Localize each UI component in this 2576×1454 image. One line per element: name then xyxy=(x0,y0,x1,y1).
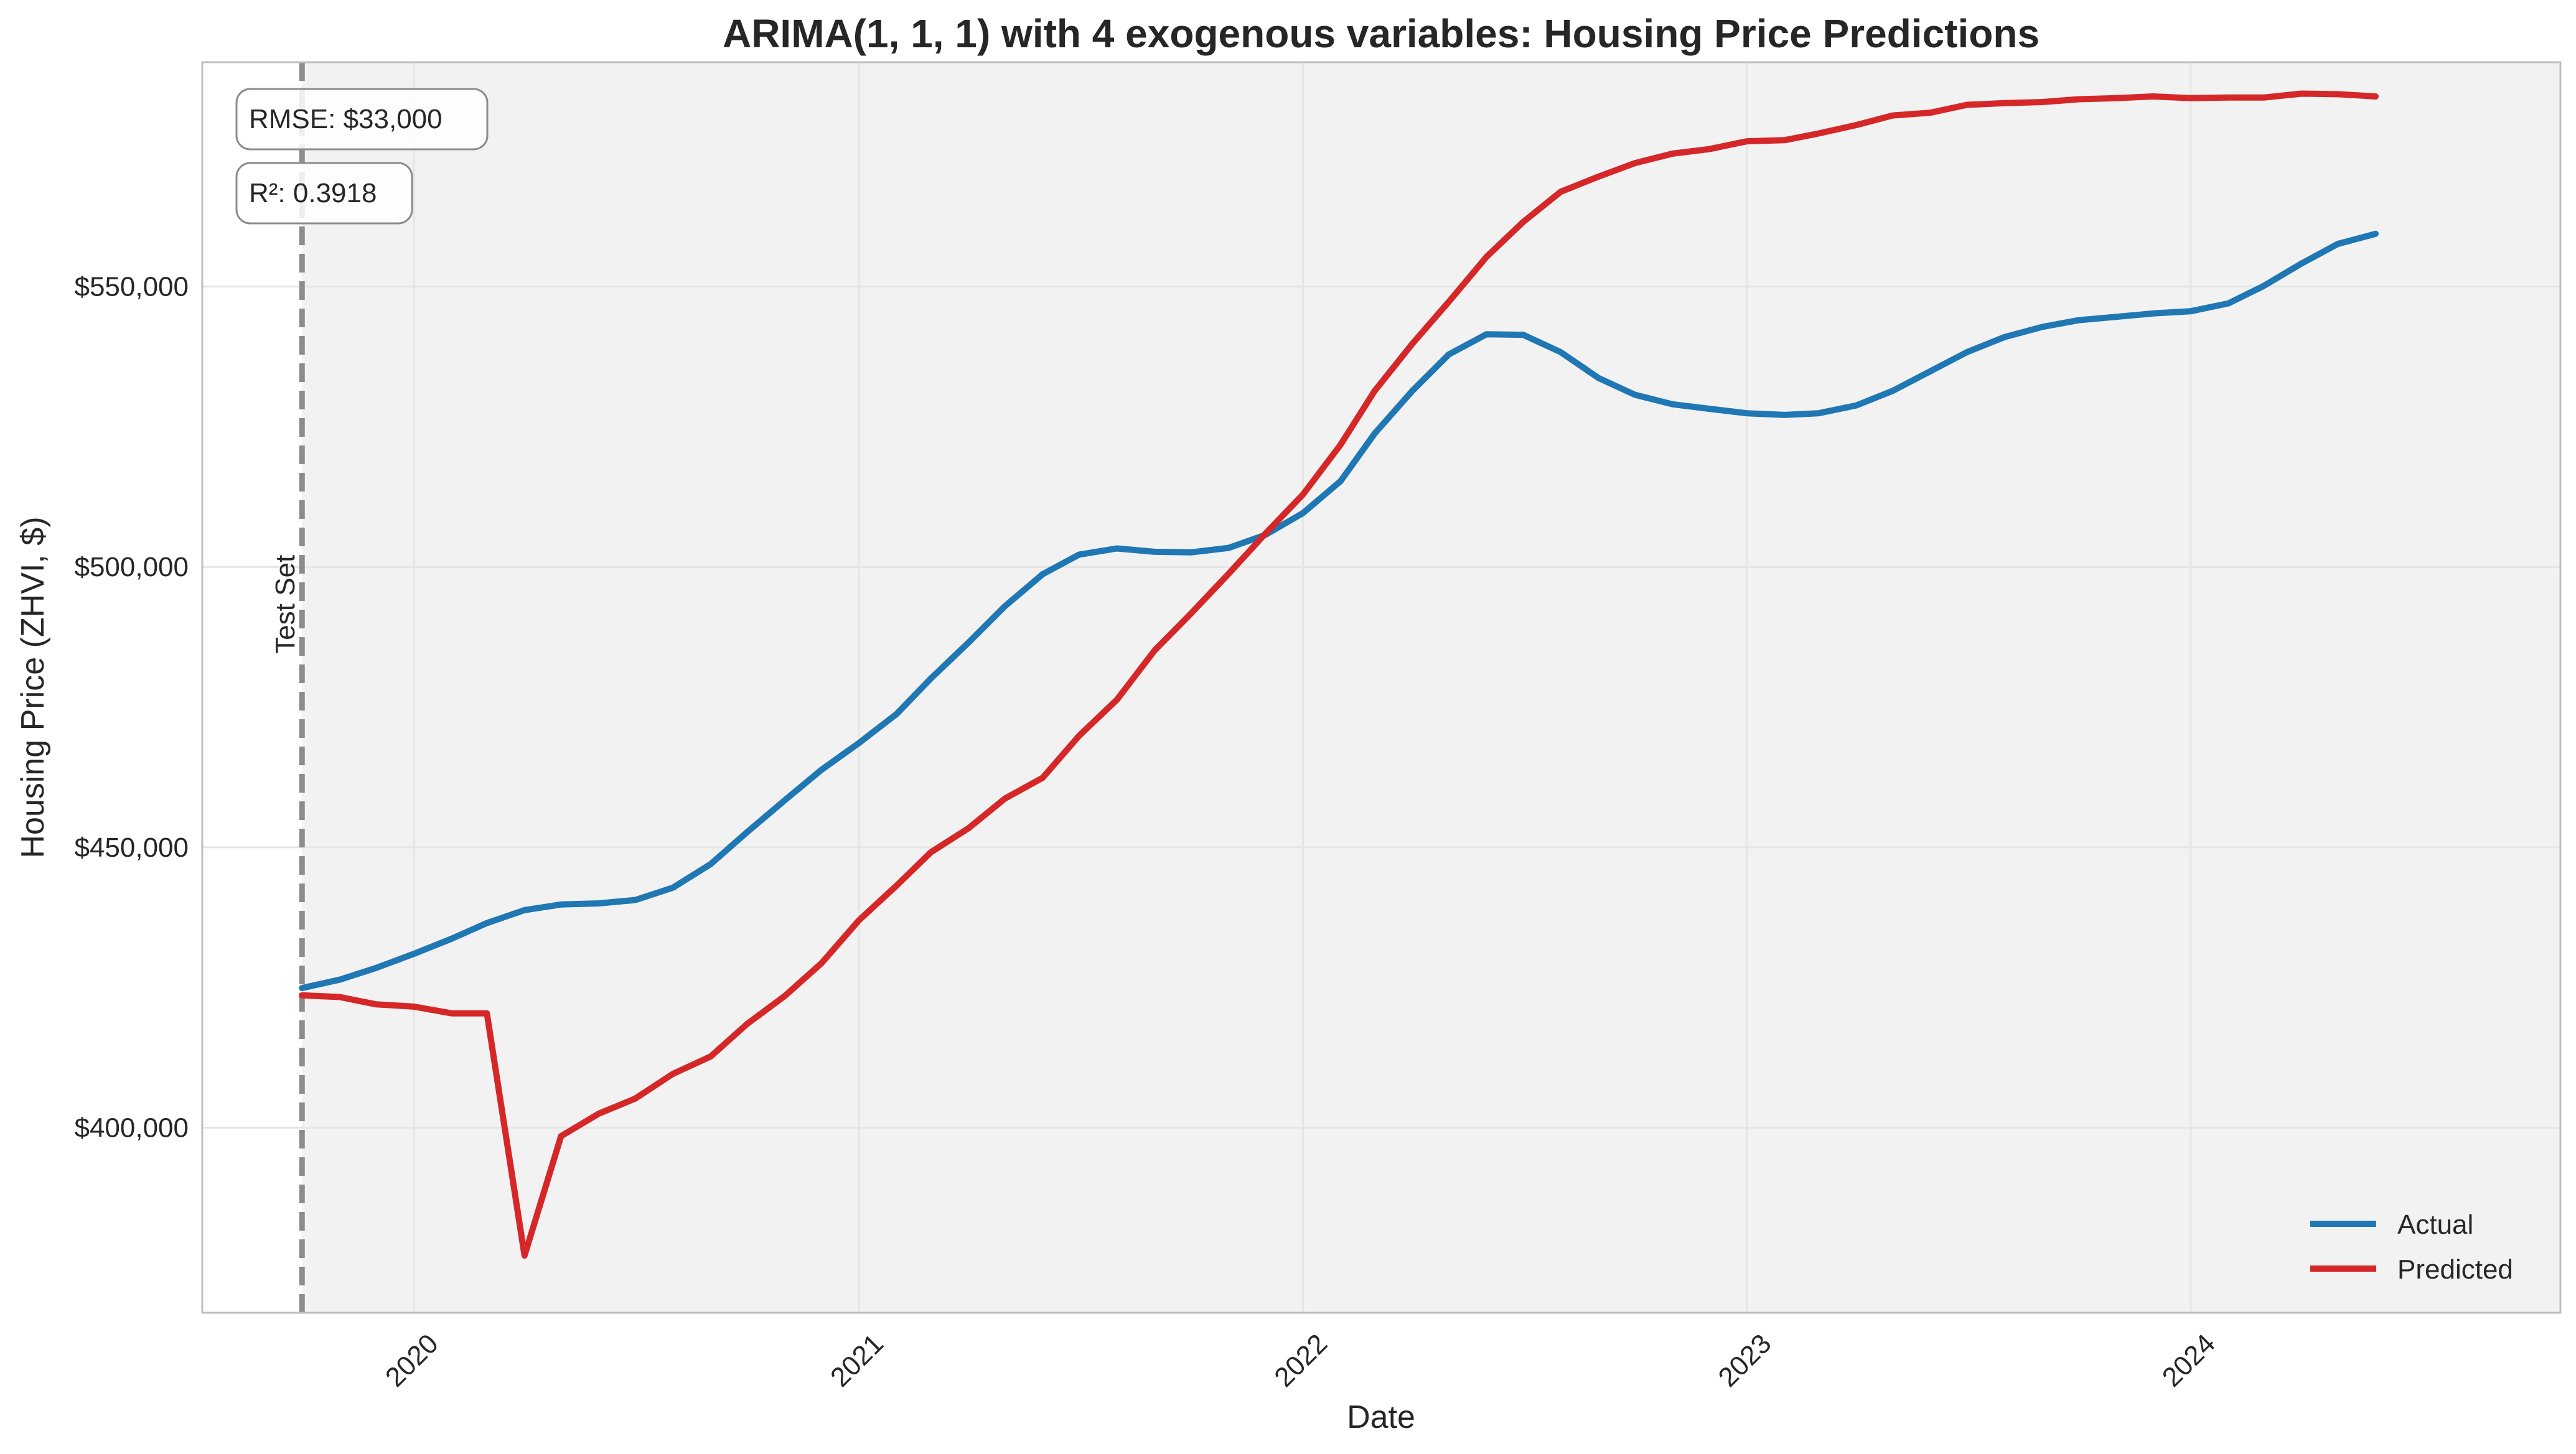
metric-rmse-box: RMSE: $33,000 xyxy=(235,88,489,151)
chart-title: ARIMA(1, 1, 1) with 4 exogenous variable… xyxy=(723,11,2040,56)
y-axis-ticks: $400,000 $450,000 $500,000 $550,000 xyxy=(74,272,189,1144)
metric-rmse: RMSE: $33,000 xyxy=(249,104,443,134)
legend-label-actual: Actual xyxy=(2397,1209,2473,1240)
x-axis-label: Date xyxy=(1347,1399,1415,1435)
series-layer xyxy=(299,90,2379,1259)
test-set-shade xyxy=(302,62,2560,1313)
y-axis-label: Housing Price (ZHVI, $) xyxy=(15,516,51,858)
legend: Actual Predicted xyxy=(2310,1209,2513,1285)
metric-r2-box: R²: 0.3918 xyxy=(235,162,413,225)
y-tick-label: $500,000 xyxy=(74,552,189,582)
y-tick-label: $450,000 xyxy=(74,832,189,863)
y-tick-label: $400,000 xyxy=(74,1113,189,1144)
y-tick-label: $550,000 xyxy=(74,272,189,302)
series-line-predicted xyxy=(299,90,2379,1259)
metric-r2: R²: 0.3918 xyxy=(249,178,377,208)
series-line-actual xyxy=(299,230,2379,992)
plot-frame xyxy=(201,61,2562,1314)
grid xyxy=(202,62,2560,1313)
legend-label-predicted: Predicted xyxy=(2397,1254,2513,1285)
test-set-label: Test Set xyxy=(270,555,301,654)
